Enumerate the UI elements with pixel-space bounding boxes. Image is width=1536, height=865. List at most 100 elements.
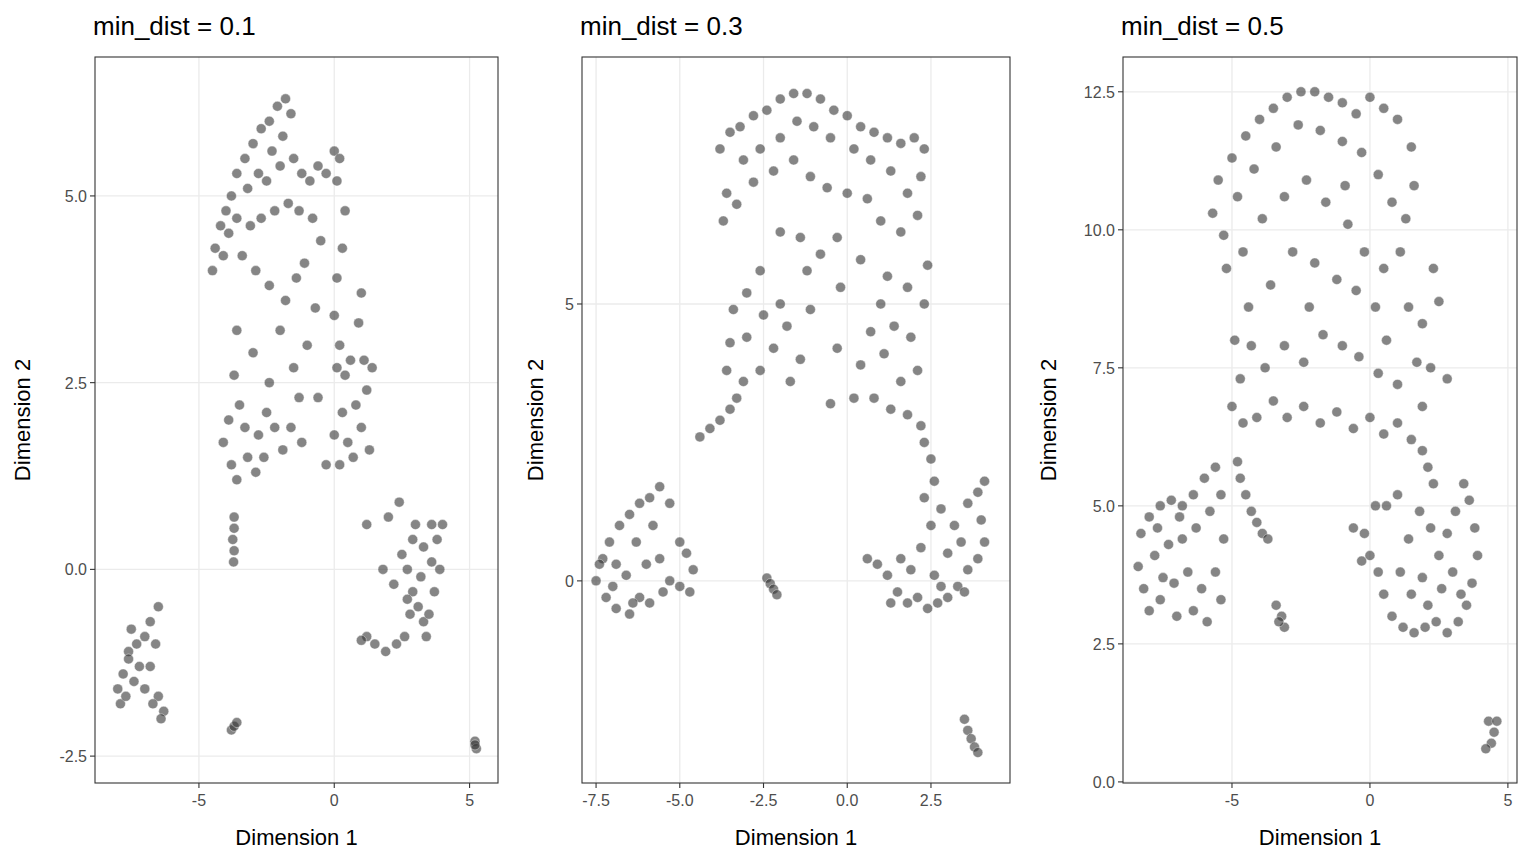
point [1406, 142, 1416, 152]
point [224, 415, 234, 425]
point [1354, 352, 1364, 362]
point [685, 587, 695, 597]
point [896, 138, 906, 148]
point [963, 498, 973, 508]
y-axis-label: Dimension 2 [1036, 359, 1061, 481]
points [113, 94, 482, 754]
point [297, 437, 307, 447]
point [1133, 562, 1143, 572]
point [1188, 490, 1198, 500]
points [591, 89, 989, 758]
point [936, 581, 946, 591]
point [1252, 517, 1262, 527]
point [869, 127, 879, 137]
point [1150, 551, 1160, 561]
point [232, 325, 242, 335]
point [916, 172, 926, 182]
y-tick [90, 569, 95, 570]
y-tick-label: 7.5 [1093, 360, 1115, 377]
point [1318, 330, 1328, 340]
point [795, 233, 805, 243]
point [1467, 578, 1477, 588]
y-tick [1118, 229, 1123, 230]
point [1144, 606, 1154, 616]
point [1417, 401, 1427, 411]
point [715, 144, 725, 154]
x-tick [1507, 783, 1508, 788]
point [604, 537, 614, 547]
point [226, 191, 236, 201]
point [413, 602, 423, 612]
point [949, 520, 959, 530]
point [356, 635, 366, 645]
point [392, 639, 402, 649]
point [963, 565, 973, 575]
point [1255, 114, 1265, 124]
point [825, 399, 835, 409]
point [658, 587, 668, 597]
x-axis-label: Dimension 1 [1259, 825, 1381, 850]
point [759, 310, 769, 320]
point [705, 424, 715, 434]
point [402, 594, 412, 604]
point [1268, 103, 1278, 113]
point [825, 133, 835, 143]
x-tick [469, 783, 470, 788]
point [1246, 506, 1256, 516]
point [675, 537, 685, 547]
point [232, 718, 242, 728]
point [1155, 501, 1165, 511]
point [695, 432, 705, 442]
point [1404, 534, 1414, 544]
point [882, 133, 892, 143]
point [1393, 490, 1403, 500]
point [1210, 462, 1220, 472]
point [270, 422, 280, 432]
point [1357, 556, 1367, 566]
point [1301, 175, 1311, 185]
grid [95, 57, 498, 783]
point [313, 161, 323, 171]
point [1263, 534, 1273, 544]
y-tick-label: 0 [565, 573, 574, 590]
point [608, 581, 618, 591]
point [235, 400, 245, 410]
point [738, 377, 748, 387]
point [829, 105, 839, 115]
point [732, 393, 742, 403]
point [113, 684, 123, 694]
point [256, 124, 266, 134]
point [772, 590, 782, 600]
point [615, 520, 625, 530]
point [919, 299, 929, 309]
point [232, 169, 242, 179]
y-tick [90, 195, 95, 196]
y-tick-label: 0.0 [1093, 774, 1115, 791]
point [775, 227, 785, 237]
point [909, 133, 919, 143]
point [1464, 495, 1474, 505]
point [262, 408, 272, 418]
point [240, 154, 250, 164]
point [1404, 302, 1414, 312]
point [229, 512, 239, 522]
point [229, 546, 239, 556]
point [1406, 435, 1416, 445]
point [1434, 551, 1444, 561]
point [923, 260, 933, 270]
point [876, 299, 886, 309]
point [264, 378, 274, 388]
point [919, 437, 929, 447]
point [1219, 534, 1229, 544]
point [675, 581, 685, 591]
point [882, 570, 892, 580]
point [140, 632, 150, 642]
point [1359, 247, 1369, 257]
point [655, 554, 665, 564]
point [329, 430, 339, 440]
point [383, 512, 393, 522]
point [1227, 153, 1237, 163]
point [815, 94, 825, 104]
point [321, 460, 331, 470]
point [775, 299, 785, 309]
